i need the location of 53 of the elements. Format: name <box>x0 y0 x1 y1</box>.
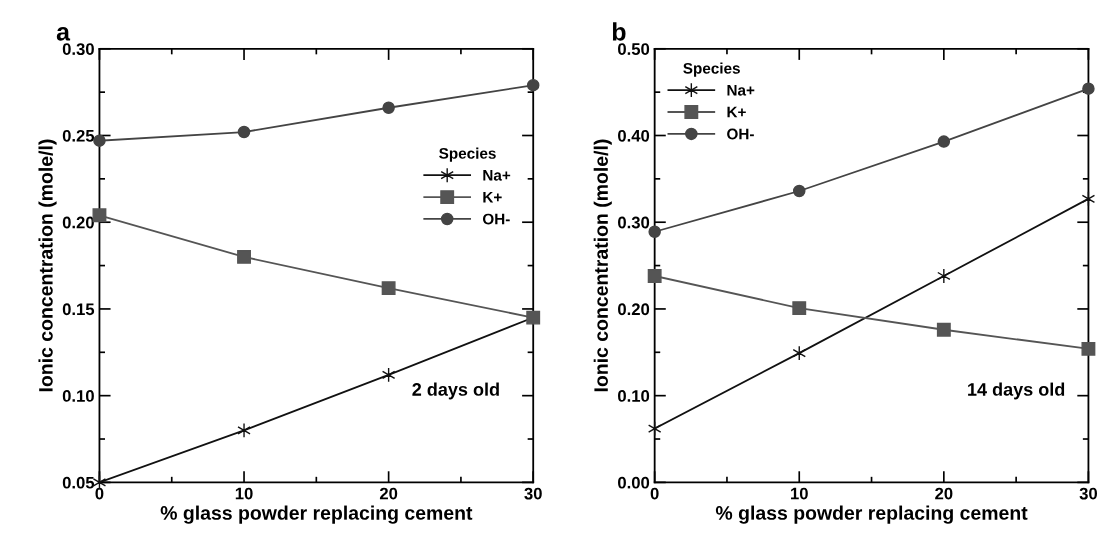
annotation: 2 days old <box>412 382 499 400</box>
y-tick-label: 0.25 <box>62 129 95 142</box>
x-tick-label: 0 <box>95 487 104 500</box>
y-tick-label: 0.30 <box>618 216 650 229</box>
point <box>526 78 540 92</box>
y-tick-label: 0.10 <box>62 390 94 402</box>
point <box>1082 82 1095 95</box>
x-tick-label: 20 <box>935 487 953 500</box>
legend-label: K+ <box>483 191 502 203</box>
y-tick-label: 0.05 <box>62 476 95 489</box>
point <box>1081 341 1096 356</box>
y-tick-label: 0.20 <box>62 216 94 229</box>
x-axis-title: % glass powder replacing cement <box>160 505 473 524</box>
point <box>92 208 107 223</box>
point <box>93 134 106 147</box>
y-axis-title: Ionic concentration (mole/l) <box>593 139 612 392</box>
point <box>793 184 806 198</box>
annotation: 14 days old <box>968 382 1065 400</box>
y-axis-title: Ionic concentration (mole/l) <box>38 139 57 392</box>
x-tick-label: 10 <box>791 487 808 500</box>
point <box>381 281 396 296</box>
point <box>382 101 395 115</box>
point <box>237 125 251 139</box>
y-tick-label: 0.30 <box>62 43 94 56</box>
y-tick-label: 0.40 <box>618 129 650 142</box>
y-tick-label: 0.20 <box>618 303 650 316</box>
legend-label: OH- <box>727 128 754 140</box>
x-tick-label: 0 <box>650 487 659 500</box>
y-tick-label: 0.50 <box>618 43 650 55</box>
point <box>937 135 951 148</box>
point <box>237 422 251 438</box>
chart-title: a <box>56 26 71 41</box>
x-tick-label: 30 <box>524 487 542 500</box>
chart-title: b <box>612 22 626 41</box>
point <box>936 322 951 337</box>
y-tick-label: 0.15 <box>62 303 95 316</box>
y-tick-label: 0.10 <box>618 390 650 402</box>
legend-label: Na+ <box>483 170 511 181</box>
point <box>648 225 661 239</box>
x-tick-label: 20 <box>379 487 398 500</box>
point <box>237 249 251 264</box>
legend-label: K+ <box>727 106 746 118</box>
legend-label: OH- <box>482 213 510 225</box>
legend-title: Species <box>439 147 496 162</box>
point <box>647 269 662 283</box>
legend-label: Na+ <box>727 84 755 96</box>
y-tick-label: 0.00 <box>618 476 650 489</box>
x-axis-title: % glass powder replacing cement <box>715 505 1028 524</box>
point <box>937 268 951 284</box>
point <box>792 301 807 316</box>
x-tick-label: 10 <box>235 487 253 500</box>
x-tick-label: 30 <box>1079 487 1098 500</box>
legend-title: Species <box>683 62 740 77</box>
